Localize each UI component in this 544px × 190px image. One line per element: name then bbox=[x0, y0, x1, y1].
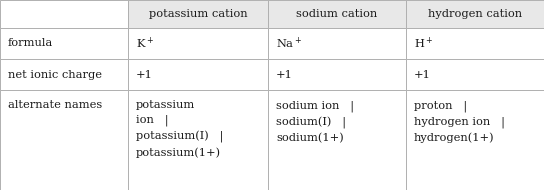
Text: potassium cation: potassium cation bbox=[149, 9, 248, 19]
Text: +1: +1 bbox=[276, 70, 293, 80]
Text: alternate names: alternate names bbox=[8, 100, 102, 110]
Text: sodium cation: sodium cation bbox=[296, 9, 378, 19]
Bar bbox=[268, 0, 406, 28]
Bar bbox=[128, 59, 268, 90]
Bar bbox=[128, 0, 268, 28]
Text: K$^+$: K$^+$ bbox=[136, 36, 154, 51]
Bar bbox=[268, 28, 406, 59]
Bar bbox=[0, 90, 128, 190]
Text: proton   |
hydrogen ion   |
hydrogen(1+): proton | hydrogen ion | hydrogen(1+) bbox=[414, 100, 505, 143]
Bar bbox=[268, 59, 406, 90]
Bar bbox=[406, 90, 544, 190]
Bar bbox=[406, 0, 544, 28]
Text: Na$^+$: Na$^+$ bbox=[276, 36, 302, 51]
Bar bbox=[128, 28, 268, 59]
Text: potassium
ion   |
potassium(I)   |
potassium(1+): potassium ion | potassium(I) | potassium… bbox=[136, 100, 224, 158]
Bar bbox=[268, 90, 406, 190]
Text: +1: +1 bbox=[414, 70, 431, 80]
Text: +1: +1 bbox=[136, 70, 153, 80]
Bar bbox=[128, 90, 268, 190]
Bar bbox=[406, 59, 544, 90]
Bar bbox=[0, 59, 128, 90]
Text: sodium ion   |
sodium(I)   |
sodium(1+): sodium ion | sodium(I) | sodium(1+) bbox=[276, 100, 354, 143]
Bar bbox=[406, 28, 544, 59]
Bar bbox=[0, 28, 128, 59]
Text: hydrogen cation: hydrogen cation bbox=[428, 9, 522, 19]
Text: formula: formula bbox=[8, 38, 53, 48]
Text: net ionic charge: net ionic charge bbox=[8, 70, 102, 80]
Bar bbox=[0, 0, 128, 28]
Text: H$^+$: H$^+$ bbox=[414, 36, 433, 51]
